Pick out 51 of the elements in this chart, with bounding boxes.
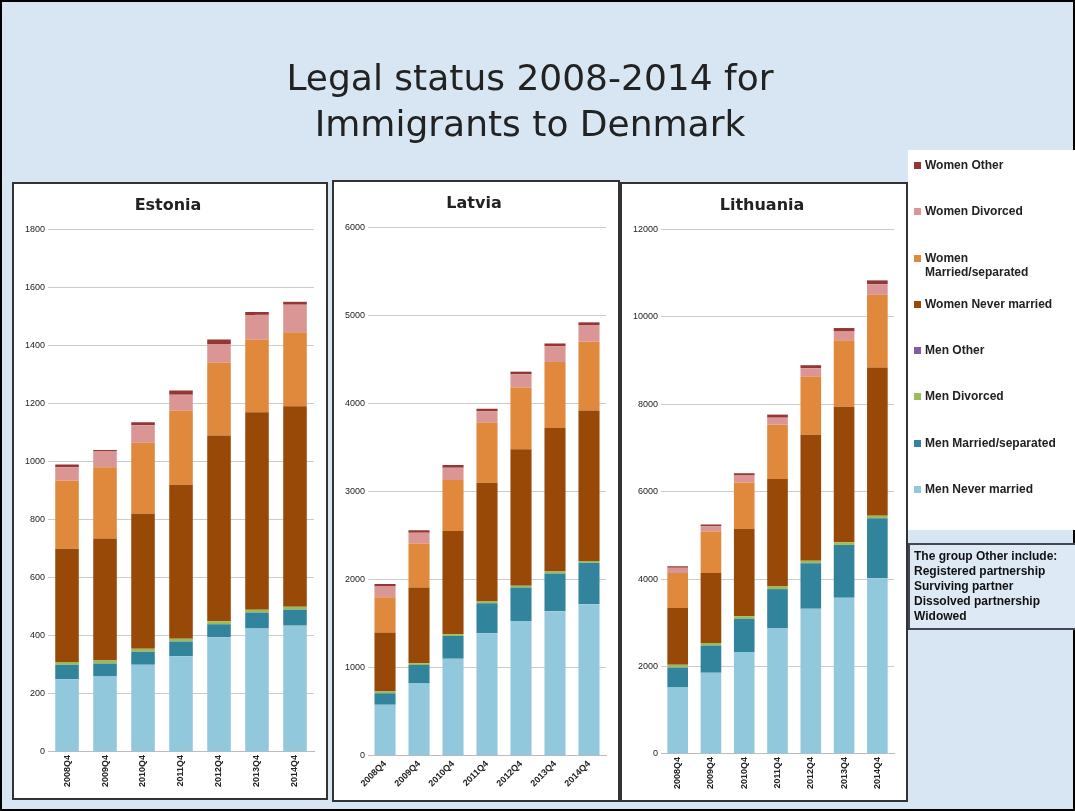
text: The group Other include: Registered partnership Surviving partner Dissolved partnership Widowed <box>908 543 1075 630</box>
y-tick-label: 800 <box>29 514 46 525</box>
y-tick-label: 1000 <box>24 456 46 467</box>
y-tick-label: 200 <box>29 688 46 699</box>
legend-label: Men Other <box>925 343 986 357</box>
x-tick-label: 2008Q4 <box>61 754 72 787</box>
legend-label: Women Never married <box>925 296 1054 311</box>
x-tick-label: 2014Q4 <box>871 756 882 789</box>
legend-label: Women Other <box>925 158 1005 172</box>
y-tick-label: 6000 <box>344 221 366 232</box>
x-tick-label: 2013Q4 <box>838 756 849 789</box>
x-tick-label: 2010Q4 <box>738 756 749 789</box>
y-tick-label: 2000 <box>344 574 366 585</box>
chart-title: Estonia <box>134 194 202 214</box>
y-tick-label: 1000 <box>344 662 366 673</box>
x-tick-label: 2014Q4 <box>289 754 300 787</box>
y-tick-label: 1800 <box>24 223 46 234</box>
y-tick-label: 12000 <box>633 223 659 234</box>
legend-label: Men Never married <box>925 481 1035 496</box>
y-tick-label: 4000 <box>638 573 659 584</box>
chart-title: Latvia <box>446 192 502 212</box>
x-tick-label: 2011Q4 <box>772 756 782 789</box>
y-tick-label: 600 <box>29 572 46 583</box>
y-tick-label: 2000 <box>638 660 659 671</box>
y-tick-label: 10000 <box>633 311 659 322</box>
text: Legal status 2008-2014 for Immigrants to Denmark <box>285 56 775 146</box>
x-tick-label: 2011Q4 <box>175 754 186 787</box>
y-tick-label: 5000 <box>344 309 366 320</box>
chart-title: Lithuania <box>719 194 805 214</box>
y-tick-label: 1200 <box>24 397 46 408</box>
legend-label: Women Married/separated <box>925 250 1030 279</box>
y-tick-label: 3000 <box>344 485 366 496</box>
x-tick-label: 2008Q4 <box>672 756 683 789</box>
y-tick-label: 0 <box>653 748 659 759</box>
y-tick-label: 0 <box>40 746 46 757</box>
y-tick-label: 1400 <box>24 339 46 350</box>
x-tick-label: 2009Q4 <box>99 754 110 787</box>
legend-label: Women Divorced <box>925 204 1024 219</box>
y-tick-label: 0 <box>360 750 366 761</box>
legend-label: Men Divorced <box>925 389 1005 404</box>
y-tick-label: 400 <box>29 630 46 641</box>
y-tick-label: 6000 <box>638 486 659 497</box>
x-tick-label: 2010Q4 <box>137 754 148 787</box>
x-tick-label: 2009Q4 <box>705 756 716 789</box>
y-tick-label: 8000 <box>638 398 659 409</box>
x-tick-label: 2012Q4 <box>805 756 816 789</box>
legend-label: Men Married/separated <box>925 435 1057 450</box>
y-tick-label: 1600 <box>24 281 46 292</box>
x-tick-label: 2013Q4 <box>251 754 262 787</box>
x-tick-label: 2012Q4 <box>213 754 224 787</box>
y-tick-label: 4000 <box>344 397 366 408</box>
